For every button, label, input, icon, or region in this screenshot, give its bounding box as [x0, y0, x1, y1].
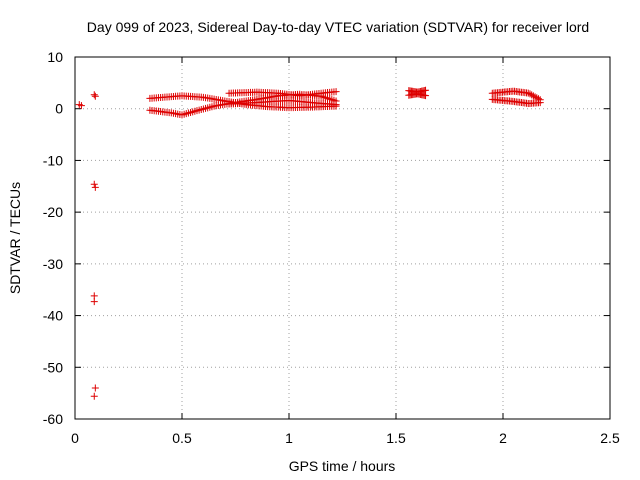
x-tick-label: 2 — [499, 430, 507, 446]
data-point — [90, 298, 98, 306]
y-tick-label: -20 — [43, 204, 63, 220]
chart-title: Day 099 of 2023, Sidereal Day-to-day VTE… — [87, 19, 589, 35]
x-tick-label: 1.5 — [386, 430, 406, 446]
plot-frame — [74, 56, 611, 420]
data-point — [332, 88, 340, 96]
y-tick-label: -30 — [43, 256, 63, 272]
data-point — [422, 92, 430, 100]
y-tick-label: -40 — [43, 308, 63, 324]
y-axis-label: SDTVAR / TECUs — [7, 182, 23, 294]
data-point — [90, 91, 98, 99]
data-point — [91, 92, 99, 100]
x-tick-labels: 0 0.5 1 1.5 2 2.5 — [71, 430, 620, 446]
data-points — [75, 86, 544, 400]
data-point — [524, 89, 532, 97]
data-point — [90, 180, 98, 188]
data-point — [536, 99, 544, 107]
x-tick-label: 0.5 — [172, 430, 192, 446]
data-point — [77, 102, 85, 110]
y-tick-label: 0 — [55, 101, 63, 117]
y-tick-label: 10 — [47, 49, 63, 65]
x-tick-label: 0 — [71, 430, 79, 446]
x-tick-label: 1 — [285, 430, 293, 446]
x-axis-label: GPS time / hours — [289, 458, 396, 474]
x-tick-label: 2.5 — [600, 430, 620, 446]
data-point — [90, 392, 98, 400]
data-point — [332, 101, 340, 109]
y-tick-label: -50 — [43, 359, 63, 375]
y-tick-label: -10 — [43, 152, 63, 168]
data-point — [91, 384, 99, 392]
data-point — [91, 183, 99, 191]
y-tick-label: -60 — [43, 411, 63, 427]
y-tick-labels: 10 0 -10 -20 -30 -40 -50 -60 — [43, 49, 63, 427]
